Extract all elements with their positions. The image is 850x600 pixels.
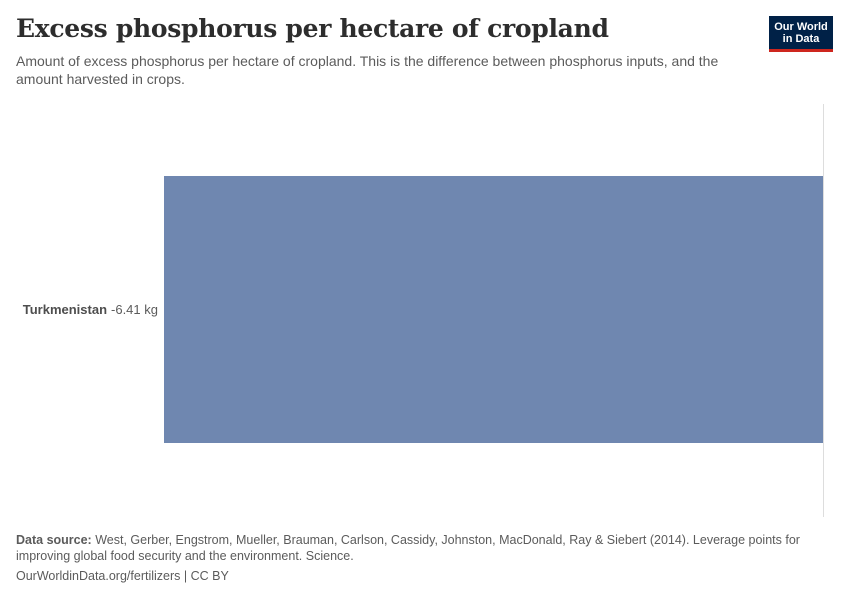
row-label: Turkmenistan -6.41 kg [23, 302, 158, 317]
logo-line-1: Our World [774, 20, 828, 33]
logo-line-2: in Data [782, 32, 820, 45]
footer: Data source: West, Gerber, Engstrom, Mue… [16, 532, 806, 584]
data-source-text: West, Gerber, Engstrom, Mueller, Brauman… [16, 533, 800, 563]
entity-name: Turkmenistan [22, 302, 108, 317]
chart-subtitle: Amount of excess phosphorus per hectare … [16, 53, 719, 87]
value-label: -6.41 kg [111, 302, 158, 317]
data-source: Data source: West, Gerber, Engstrom, Mue… [16, 532, 806, 564]
footer-url-license[interactable]: OurWorldinData.org/fertilizers | CC BY [16, 569, 229, 583]
zero-axis-line [823, 104, 824, 517]
bar-turkmenistan[interactable] [164, 176, 824, 443]
bar-chart-area: Turkmenistan -6.41 kg [0, 100, 850, 520]
data-source-label: Data source: [16, 533, 92, 547]
owid-logo[interactable]: Our World in Data [769, 16, 833, 52]
chart-title: Excess phosphorus per hectare of croplan… [16, 14, 609, 43]
